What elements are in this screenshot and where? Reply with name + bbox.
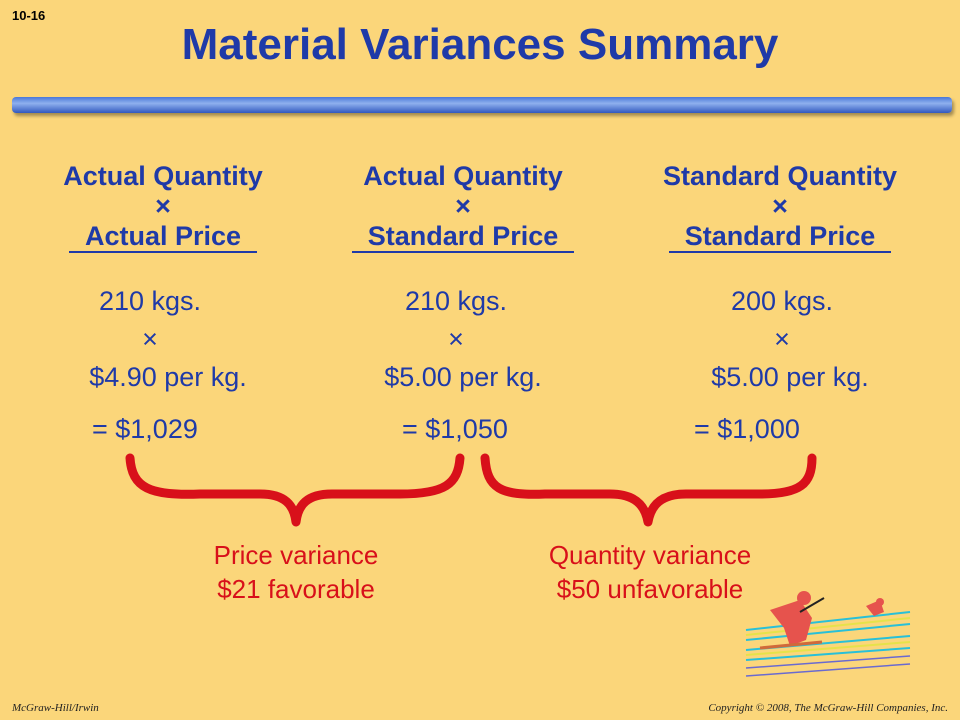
total-3: = $1,000 bbox=[694, 414, 800, 444]
calc-quantity: 200 kgs. bbox=[730, 286, 834, 316]
column-head: Actual Quantity bbox=[63, 161, 263, 191]
title-divider-bar bbox=[12, 97, 952, 113]
column-head: Actual Quantity bbox=[363, 161, 563, 191]
quantity-variance-amount: $50 unfavorable bbox=[556, 574, 744, 604]
column-price-label: Standard Price bbox=[351, 221, 575, 253]
column-price-label: Standard Price bbox=[668, 221, 892, 253]
calc-times-sign: × bbox=[774, 324, 790, 354]
slide-number: 10-16 bbox=[12, 8, 46, 23]
quantity-variance: Quantity variance $50 unfavorable bbox=[500, 538, 800, 606]
times-sign: × bbox=[772, 191, 788, 221]
calc-price: $4.90 per kg. bbox=[89, 362, 247, 392]
price-variance-brace bbox=[125, 453, 465, 527]
slide-title: Material Variances Summary bbox=[181, 20, 779, 69]
price-variance-amount: $21 favorable bbox=[217, 574, 375, 604]
price-variance: Price variance $21 favorable bbox=[146, 538, 446, 606]
footer-publisher: McGraw-Hill/Irwin bbox=[12, 702, 99, 714]
column-price-label: Actual Price bbox=[68, 221, 258, 253]
skier-clipart-icon bbox=[745, 591, 911, 677]
quantity-variance-brace bbox=[480, 453, 817, 527]
column-head: Standard Quantity bbox=[662, 161, 898, 191]
calc-times-sign: × bbox=[448, 324, 464, 354]
calc-price: $5.00 per kg. bbox=[711, 362, 869, 392]
column-actual-actual: Actual Quantity × Actual Price bbox=[13, 160, 313, 253]
times-sign: × bbox=[155, 191, 171, 221]
calc-price: $5.00 per kg. bbox=[384, 362, 542, 392]
calc-quantity: 210 kgs. bbox=[98, 286, 202, 316]
total-2: = $1,050 bbox=[402, 414, 508, 444]
calc-column-3: 200 kgs. × $5.00 per kg. bbox=[632, 282, 932, 396]
calc-column-1: 210 kgs. × $4.90 per kg. bbox=[0, 282, 300, 396]
footer-copyright: Copyright © 2008, The McGraw-Hill Compan… bbox=[708, 702, 948, 714]
column-actual-standard: Actual Quantity × Standard Price bbox=[313, 160, 613, 253]
calc-times-sign: × bbox=[142, 324, 158, 354]
times-sign: × bbox=[455, 191, 471, 221]
calc-column-2: 210 kgs. × $5.00 per kg. bbox=[306, 282, 606, 396]
calc-quantity: 210 kgs. bbox=[404, 286, 508, 316]
column-standard-standard: Standard Quantity × Standard Price bbox=[630, 160, 930, 253]
quantity-variance-label: Quantity variance bbox=[548, 540, 752, 570]
price-variance-label: Price variance bbox=[213, 540, 379, 570]
total-1: = $1,029 bbox=[92, 414, 198, 444]
